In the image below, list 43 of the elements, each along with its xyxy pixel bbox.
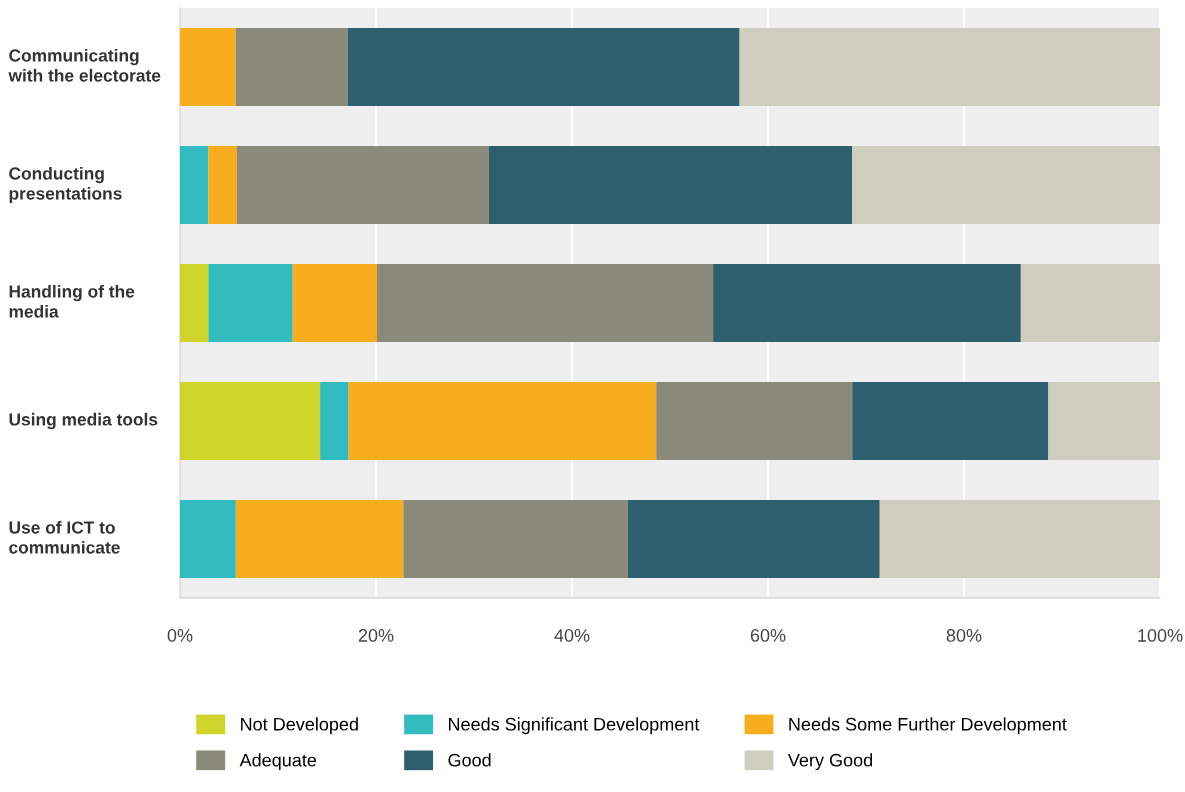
bar: [376, 264, 714, 342]
bar: [180, 382, 321, 460]
bar: [347, 28, 740, 106]
y-tick-label: Communicating with the electorate: [8, 48, 161, 82]
bar: [1048, 382, 1160, 460]
y-tick-label: Using media tools: [9, 412, 158, 430]
bar: [208, 146, 237, 224]
legend-label: Needs Some Further Development: [789, 717, 1067, 735]
bar: [739, 28, 1160, 106]
bar: [403, 500, 628, 578]
legend-label: Very Good: [787, 753, 873, 771]
bar: [292, 264, 377, 342]
bar: [235, 500, 404, 578]
bar: [180, 500, 236, 578]
x-tick-label: 40%: [554, 629, 590, 642]
x-tick-label: 80%: [946, 629, 982, 642]
bar: [180, 146, 209, 224]
bar: [348, 382, 657, 460]
bar: [627, 500, 880, 578]
bar: [879, 500, 1160, 578]
bar: [180, 264, 209, 342]
x-tick-label: 20%: [358, 629, 394, 642]
bar: [320, 382, 349, 460]
bar: [656, 382, 853, 460]
bar: [713, 264, 1021, 342]
bar: [852, 146, 1160, 224]
x-tick-label: 100%: [1138, 629, 1183, 642]
bar: [852, 382, 1049, 460]
y-tick-label: Use of ICT to communicate: [9, 520, 120, 554]
bar: [1020, 264, 1160, 342]
bar: [208, 264, 293, 342]
legend-label: Needs Significant Development: [448, 717, 700, 735]
y-tick-label: Handling of the media: [9, 284, 135, 318]
x-tick-label: 60%: [750, 629, 786, 642]
bar: [235, 28, 348, 106]
bar: [236, 146, 489, 224]
legend-label: Good: [448, 753, 491, 767]
x-tick-label: 0%: [167, 629, 193, 642]
bar: [488, 146, 853, 224]
bar: [180, 28, 236, 106]
y-tick-label: Conducting presentations: [9, 166, 122, 204]
legend-label: Not Developed: [241, 717, 358, 735]
legend-label: Adequate: [239, 753, 317, 771]
